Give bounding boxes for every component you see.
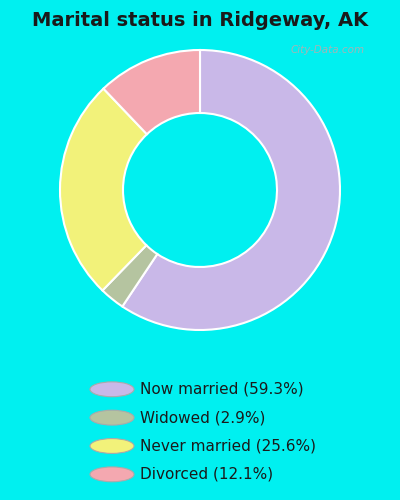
Circle shape — [90, 410, 134, 425]
Circle shape — [90, 382, 134, 396]
Text: Widowed (2.9%): Widowed (2.9%) — [140, 410, 265, 425]
Wedge shape — [102, 246, 157, 306]
Text: Now married (59.3%): Now married (59.3%) — [140, 382, 304, 397]
Wedge shape — [60, 88, 147, 290]
Circle shape — [90, 467, 134, 482]
Text: Never married (25.6%): Never married (25.6%) — [140, 438, 316, 454]
Text: City-Data.com: City-Data.com — [291, 45, 365, 55]
Wedge shape — [122, 50, 340, 330]
Circle shape — [90, 438, 134, 454]
Wedge shape — [104, 50, 200, 134]
Text: Marital status in Ridgeway, AK: Marital status in Ridgeway, AK — [32, 11, 368, 30]
Text: Divorced (12.1%): Divorced (12.1%) — [140, 467, 273, 482]
